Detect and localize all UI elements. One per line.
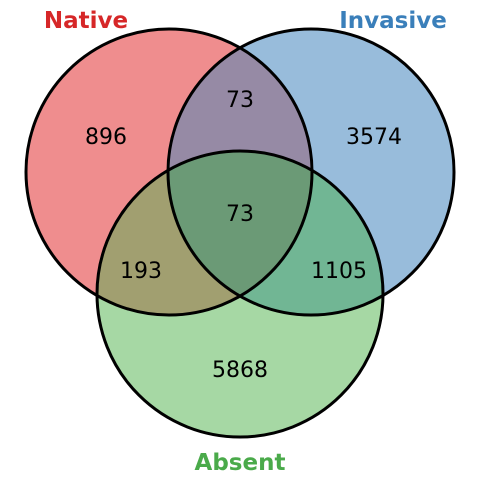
absent-set-label: Absent [195,450,286,476]
native-only-count: 896 [85,125,127,150]
native-absent-count: 193 [120,259,162,284]
invasive-absent-count: 1105 [311,259,367,284]
native-set-label: Native [44,8,128,34]
invasive-set-label: Invasive [339,8,447,34]
native-invasive-count: 73 [226,88,254,113]
absent-only-count: 5868 [212,358,268,383]
absent-circle-outline [95,149,385,439]
all-three-count: 73 [226,202,254,227]
invasive-only-count: 3574 [346,125,402,150]
